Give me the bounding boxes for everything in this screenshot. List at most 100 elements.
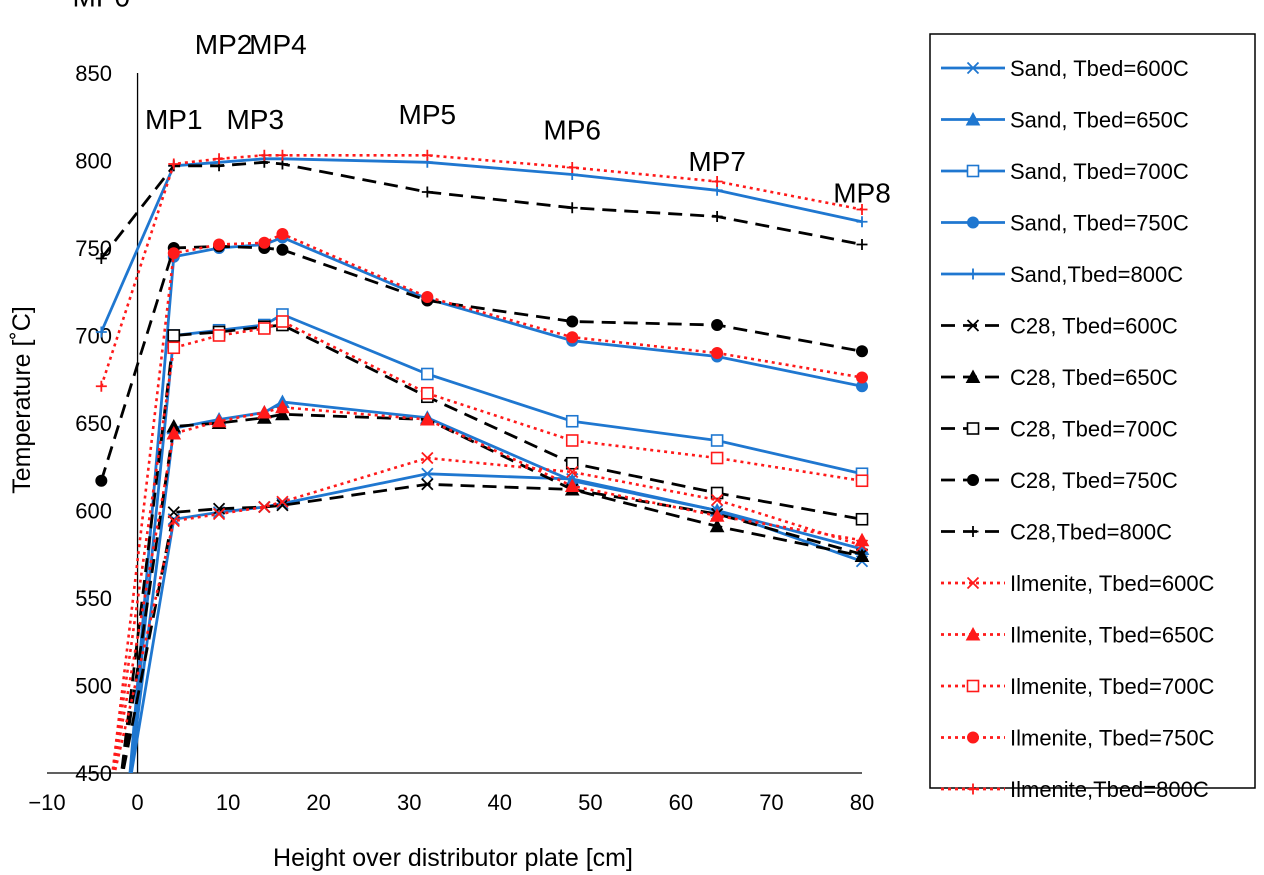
data-point-x bbox=[421, 467, 434, 480]
annotation-mp5: MP5 bbox=[399, 99, 457, 130]
data-point-triangle bbox=[709, 508, 725, 522]
series-5 bbox=[95, 153, 868, 338]
data-point-plus bbox=[967, 268, 979, 280]
legend-item: Sand, Tbed=700C bbox=[941, 159, 1189, 184]
data-point-x bbox=[966, 61, 980, 75]
data-point-plus bbox=[967, 526, 979, 537]
y-tick-label: 850 bbox=[75, 61, 112, 86]
legend-label: C28, Tbed=600C bbox=[1010, 314, 1178, 339]
legend-item: Ilmenite, Tbed=600C bbox=[941, 571, 1215, 596]
data-point-square bbox=[276, 315, 289, 328]
x-tick-label: 50 bbox=[578, 790, 602, 815]
data-point-plus bbox=[421, 149, 433, 161]
annotation-mp4: MP4 bbox=[249, 29, 307, 60]
y-tick-label: 550 bbox=[75, 586, 112, 611]
data-point-triangle bbox=[275, 406, 290, 421]
legend-item: Ilmenite,Tbed=800C bbox=[941, 777, 1209, 802]
data-point-x bbox=[212, 507, 226, 521]
data-point-square bbox=[167, 341, 181, 355]
legend-box bbox=[929, 33, 1256, 789]
legend-item: Ilmenite, Tbed=700C bbox=[941, 674, 1215, 699]
series-layer bbox=[95, 149, 870, 773]
data-point-plus bbox=[168, 158, 180, 170]
data-point-plus bbox=[276, 149, 288, 161]
data-point-square bbox=[855, 512, 869, 526]
data-point-x bbox=[258, 500, 271, 514]
data-point-square bbox=[421, 386, 434, 400]
legend-item: C28,Tbed=800C bbox=[941, 520, 1172, 545]
data-point-triangle bbox=[854, 548, 870, 562]
series-line bbox=[112, 405, 863, 773]
legend-label: Sand, Tbed=650C bbox=[1010, 108, 1189, 133]
series-line bbox=[129, 400, 863, 773]
data-point-square bbox=[966, 164, 980, 178]
series-8 bbox=[120, 318, 869, 773]
data-point-x bbox=[276, 495, 289, 508]
data-point-circle bbox=[566, 315, 579, 328]
data-point-plus bbox=[711, 211, 723, 222]
legend-item: C28, Tbed=650C bbox=[941, 365, 1178, 390]
data-point-square bbox=[710, 451, 724, 465]
data-point-triangle bbox=[854, 532, 870, 547]
x-axis: −10 0 10 20 30 40 50 60 70 80 bbox=[28, 772, 874, 815]
x-tick-label: 10 bbox=[216, 790, 240, 815]
data-point-plus bbox=[856, 239, 868, 250]
annotation-layer: MP0 MP1 MP2 MP3 MP4 MP5 MP6 MP7 MP8 bbox=[73, 0, 891, 209]
data-point-plus bbox=[566, 202, 578, 214]
series-13 bbox=[111, 315, 869, 773]
legend-item: Sand, Tbed=600C bbox=[941, 56, 1189, 81]
data-point-square bbox=[855, 474, 869, 488]
data-point-x bbox=[276, 499, 289, 512]
data-point-x bbox=[710, 493, 724, 507]
data-point-circle bbox=[967, 474, 979, 486]
data-point-square bbox=[258, 322, 271, 335]
data-point-square bbox=[966, 679, 980, 693]
x-tick-label: 20 bbox=[306, 790, 330, 815]
legend-item: Ilmenite, Tbed=650C bbox=[941, 623, 1215, 648]
series-line bbox=[111, 320, 863, 773]
legend-item: Ilmenite, Tbed=750C bbox=[941, 726, 1215, 751]
series-line bbox=[120, 323, 863, 773]
legend-label: C28, Tbed=750C bbox=[1010, 468, 1178, 493]
y-tick-label: 700 bbox=[75, 324, 112, 349]
annotation-mp2: MP2 bbox=[195, 29, 253, 60]
data-point-triangle bbox=[965, 369, 981, 383]
series-15 bbox=[95, 149, 868, 392]
data-point-circle bbox=[95, 474, 108, 487]
x-axis-title: Height over distributor plate [cm] bbox=[273, 844, 633, 872]
series-14 bbox=[111, 228, 868, 773]
y-tick-label: 500 bbox=[75, 674, 112, 699]
y-tick-label: 750 bbox=[75, 236, 112, 261]
data-point-circle bbox=[258, 236, 271, 249]
legend-item: Sand, Tbed=750C bbox=[941, 211, 1189, 236]
data-point-plus bbox=[856, 216, 868, 228]
data-point-x bbox=[966, 576, 980, 590]
data-point-triangle bbox=[419, 411, 435, 426]
legend-label: Ilmenite,Tbed=800C bbox=[1010, 777, 1209, 802]
x-tick-label: 70 bbox=[759, 790, 783, 815]
series-10 bbox=[95, 156, 868, 264]
legend-label: Sand, Tbed=600C bbox=[1010, 56, 1189, 81]
data-point-x bbox=[167, 506, 180, 519]
legend-item: C28, Tbed=600C bbox=[941, 314, 1178, 339]
data-point-circle bbox=[167, 247, 180, 260]
x-tick-label: 40 bbox=[488, 790, 512, 815]
series-line bbox=[100, 154, 863, 387]
data-point-x bbox=[421, 451, 434, 465]
annotation-mp8: MP8 bbox=[833, 178, 891, 209]
data-point-plus bbox=[258, 149, 270, 161]
data-point-plus bbox=[421, 186, 433, 198]
series-2 bbox=[129, 394, 870, 773]
data-point-circle bbox=[276, 243, 289, 256]
data-point-x bbox=[167, 514, 180, 528]
data-point-plus bbox=[213, 153, 225, 165]
legend-label: C28, Tbed=700C bbox=[1010, 417, 1178, 442]
annotation-mp0: MP0 bbox=[73, 0, 131, 13]
data-point-circle bbox=[213, 238, 226, 251]
data-point-square bbox=[710, 434, 724, 447]
y-tick-label: 450 bbox=[75, 761, 112, 786]
data-point-square bbox=[966, 422, 980, 435]
data-point-square bbox=[710, 486, 724, 500]
y-tick-label: 600 bbox=[75, 499, 112, 524]
